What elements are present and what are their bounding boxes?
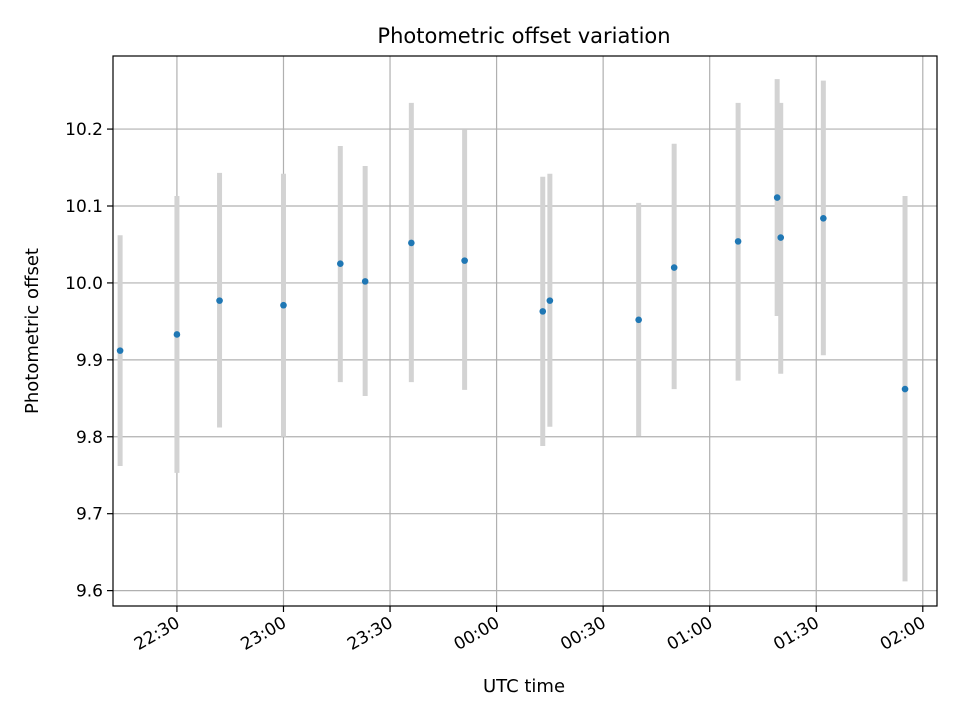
data-point (670, 264, 678, 271)
data-point (461, 257, 468, 264)
plot-frame (112, 55, 938, 607)
data-point (734, 238, 742, 245)
data-point (546, 297, 554, 304)
y-tick-label: 10.0 (65, 274, 103, 294)
data-point (635, 316, 642, 324)
data-point (280, 301, 287, 309)
data-point (173, 331, 181, 338)
y-tick-label: 9.8 (76, 428, 103, 448)
data-point (820, 215, 827, 222)
x-axis-label: UTC time (483, 676, 565, 697)
y-axis-label: Photometric offset (22, 248, 43, 414)
y-tick-label: 9.6 (76, 582, 103, 602)
data-points (116, 194, 909, 393)
data-point (361, 278, 369, 285)
data-point (773, 194, 781, 201)
y-tick-label: 10.1 (65, 197, 103, 217)
data-point (408, 239, 415, 247)
data-point (539, 308, 547, 315)
y-tick-label: 10.2 (65, 120, 103, 140)
data-point (116, 347, 124, 354)
data-point (216, 297, 223, 304)
data-point (777, 234, 785, 241)
y-axis-ticks: 9.6 9.7 9.8 9.9 10.0 10.1 10.2 (65, 120, 113, 602)
data-point (901, 385, 909, 393)
grid (113, 56, 937, 606)
y-tick-label: 9.7 (76, 505, 103, 525)
y-tick-label: 9.9 (76, 351, 103, 371)
chart-title: Photometric offset variation (377, 24, 670, 48)
data-point (337, 260, 344, 267)
